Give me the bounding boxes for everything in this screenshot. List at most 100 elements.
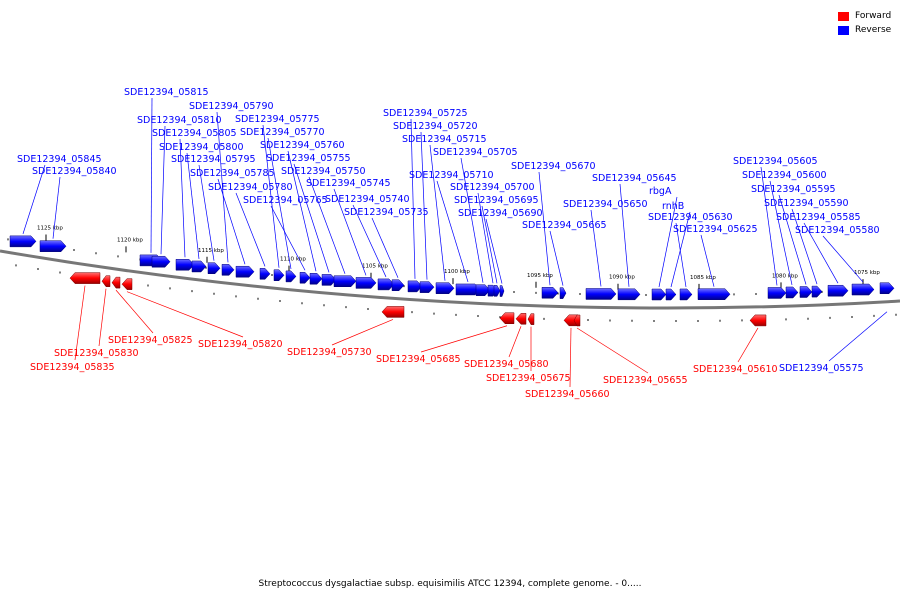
forward-gene-label[interactable]: SDE12394_05825 — [108, 335, 193, 346]
forward-gene-label[interactable]: SDE12394_05675 — [486, 373, 571, 384]
reverse-gene-label[interactable]: SDE12394_05755 — [266, 153, 351, 164]
reverse-gene-arrow[interactable] — [541, 287, 559, 299]
forward-gene-arrow[interactable] — [111, 276, 121, 289]
reverse-gene-arrow[interactable] — [285, 270, 297, 283]
forward-gene-arrow[interactable] — [515, 313, 527, 325]
reverse-gene-label[interactable]: SDE12394_05785 — [190, 168, 275, 179]
reverse-gene-label[interactable]: SDE12394_05700 — [450, 182, 535, 193]
reverse-gene-label[interactable]: SDE12394_05590 — [764, 198, 849, 209]
reverse-gene-label[interactable]: SDE12394_05770 — [240, 127, 325, 138]
reverse-gene-arrow[interactable] — [499, 285, 505, 297]
reverse-gene-label[interactable]: SDE12394_05750 — [281, 166, 366, 177]
reverse-gene-label[interactable]: SDE12394_05580 — [795, 225, 880, 236]
reverse-gene-label[interactable]: SDE12394_05780 — [208, 182, 293, 193]
reverse-gene-label[interactable]: SDE12394_05760 — [260, 140, 345, 151]
reverse-gene-label[interactable]: SDE12394_05710 — [409, 170, 494, 181]
reverse-gene-arrow[interactable] — [175, 259, 195, 271]
forward-gene-label[interactable]: SDE12394_05610 — [693, 364, 778, 375]
reverse-gene-arrow[interactable] — [785, 286, 799, 299]
reverse-gene-arrow[interactable] — [207, 262, 221, 274]
reverse-gene-label[interactable]: SDE12394_05745 — [306, 178, 391, 189]
reverse-gene-arrow[interactable] — [435, 282, 455, 294]
reverse-gene-arrow[interactable] — [665, 288, 677, 301]
reverse-gene-arrow[interactable] — [697, 288, 731, 300]
forward-gene-label[interactable]: SDE12394_05680 — [464, 359, 549, 370]
reverse-gene-label[interactable]: SDE12394_05740 — [325, 194, 410, 205]
reverse-gene-arrow[interactable] — [321, 274, 337, 286]
reverse-gene-arrow[interactable] — [299, 271, 311, 284]
forward-gene-label[interactable]: SDE12394_05685 — [376, 354, 461, 365]
forward-gene-label[interactable]: SDE12394_05830 — [54, 348, 139, 359]
reverse-gene-label[interactable]: SDE12394_05705 — [433, 147, 518, 158]
forward-gene-arrow[interactable] — [499, 312, 515, 324]
reverse-gene-arrow[interactable] — [827, 284, 849, 297]
reverse-gene-label[interactable]: SDE12394_05800 — [159, 142, 244, 153]
reverse-gene-label[interactable]: SDE12394_05575 — [779, 363, 864, 374]
reverse-gene-label[interactable]: SDE12394_05725 — [383, 108, 468, 119]
reverse-gene-label[interactable]: rbgA — [649, 186, 672, 197]
reverse-gene-label[interactable]: SDE12394_05585 — [776, 212, 861, 223]
reverse-gene-arrow[interactable] — [651, 288, 667, 301]
reverse-gene-arrow[interactable] — [767, 287, 787, 299]
reverse-gene-arrow[interactable] — [475, 284, 491, 296]
reverse-gene-arrow[interactable] — [617, 288, 641, 301]
reverse-gene-label[interactable]: SDE12394_05765 — [243, 195, 328, 206]
reverse-gene-arrow[interactable] — [559, 287, 567, 299]
forward-gene-arrow[interactable] — [527, 313, 535, 325]
forward-gene-arrow[interactable] — [121, 278, 133, 290]
reverse-gene-label[interactable]: SDE12394_05695 — [454, 195, 539, 206]
reverse-gene-arrow[interactable] — [879, 282, 895, 295]
reverse-gene-label[interactable]: SDE12394_05625 — [673, 224, 758, 235]
forward-gene-arrow[interactable] — [749, 314, 767, 327]
reverse-gene-arrow[interactable] — [851, 283, 875, 296]
forward-gene-label[interactable]: SDE12394_05820 — [198, 339, 283, 350]
reverse-gene-label[interactable]: SDE12394_05805 — [152, 128, 237, 139]
forward-gene-arrow[interactable] — [101, 275, 111, 287]
reverse-gene-label[interactable]: SDE12394_05735 — [344, 207, 429, 218]
reverse-gene-arrow[interactable] — [39, 240, 67, 252]
reverse-gene-label[interactable]: SDE12394_05600 — [742, 170, 827, 181]
reverse-gene-label[interactable]: SDE12394_05720 — [393, 121, 478, 132]
reverse-gene-arrow[interactable] — [419, 281, 435, 293]
reverse-gene-label[interactable]: SDE12394_05810 — [137, 115, 222, 126]
reverse-gene-label[interactable]: SDE12394_05795 — [171, 154, 256, 165]
reverse-gene-label[interactable]: SDE12394_05665 — [522, 220, 607, 231]
forward-gene-arrow[interactable] — [69, 272, 101, 284]
reverse-gene-label[interactable]: SDE12394_05845 — [17, 154, 102, 165]
reverse-gene-label[interactable]: SDE12394_05790 — [189, 101, 274, 112]
reverse-gene-arrow[interactable] — [273, 269, 285, 281]
reverse-gene-arrow[interactable] — [679, 288, 693, 301]
reverse-gene-arrow[interactable] — [309, 273, 323, 285]
reverse-gene-arrow[interactable] — [799, 286, 813, 298]
reverse-gene-arrow[interactable] — [391, 279, 405, 292]
forward-gene-label[interactable]: SDE12394_05835 — [30, 362, 115, 373]
reverse-gene-label[interactable]: SDE12394_05715 — [402, 134, 487, 145]
reverse-gene-arrow[interactable] — [333, 275, 357, 288]
reverse-gene-label[interactable]: SDE12394_05690 — [458, 208, 543, 219]
reverse-gene-label[interactable]: SDE12394_05815 — [124, 87, 209, 98]
reverse-gene-arrow[interactable] — [811, 285, 823, 298]
forward-gene-arrow[interactable] — [563, 314, 579, 327]
reverse-gene-arrow[interactable] — [407, 280, 423, 293]
forward-gene-label[interactable]: SDE12394_05655 — [603, 375, 688, 386]
reverse-gene-label[interactable]: SDE12394_05650 — [563, 199, 648, 210]
reverse-gene-arrow[interactable] — [191, 260, 207, 273]
reverse-gene-arrow[interactable] — [235, 265, 255, 278]
reverse-gene-label[interactable]: SDE12394_05670 — [511, 161, 596, 172]
reverse-gene-arrow[interactable] — [585, 288, 617, 300]
reverse-gene-label[interactable]: SDE12394_05595 — [751, 184, 836, 195]
forward-gene-label[interactable]: SDE12394_05730 — [287, 347, 372, 358]
reverse-gene-arrow[interactable] — [221, 264, 235, 276]
reverse-gene-arrow[interactable] — [355, 277, 377, 289]
reverse-gene-label[interactable]: SDE12394_05775 — [235, 114, 320, 125]
reverse-gene-label[interactable]: SDE12394_05645 — [592, 173, 677, 184]
forward-gene-arrow[interactable] — [573, 314, 581, 327]
reverse-gene-arrow[interactable] — [493, 285, 501, 297]
reverse-gene-label[interactable]: SDE12394_05630 — [648, 212, 733, 223]
reverse-gene-arrow[interactable] — [377, 278, 395, 291]
reverse-gene-label[interactable]: SDE12394_05840 — [32, 166, 117, 177]
forward-gene-label[interactable]: SDE12394_05660 — [525, 389, 610, 400]
reverse-gene-arrow[interactable] — [9, 235, 37, 248]
reverse-gene-label[interactable]: SDE12394_05605 — [733, 156, 818, 167]
reverse-gene-arrow[interactable] — [151, 255, 171, 268]
